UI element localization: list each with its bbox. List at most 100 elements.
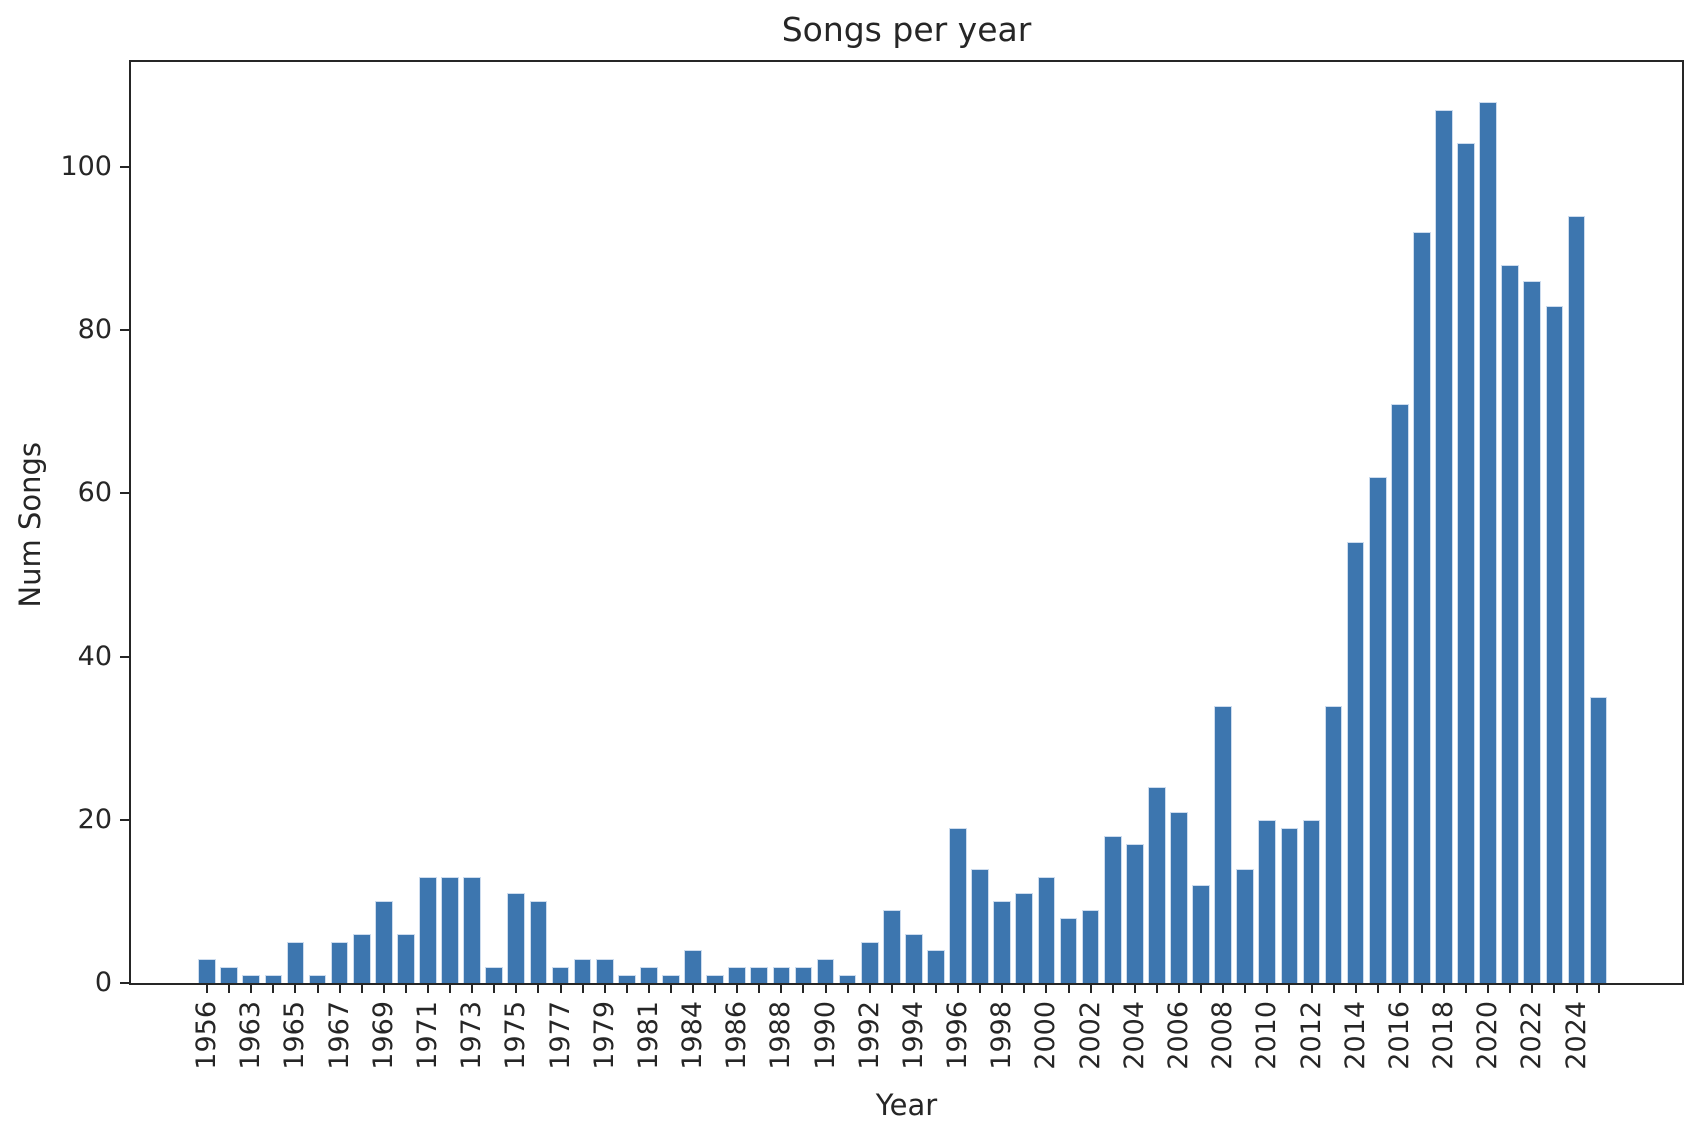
x-tick (427, 984, 429, 993)
x-tick (824, 984, 827, 993)
x-tick (1023, 984, 1026, 993)
bar (1258, 819, 1277, 983)
x-tick (758, 984, 761, 993)
bar (1479, 101, 1497, 983)
bar (441, 876, 459, 983)
x-tick (1443, 984, 1445, 993)
x-axis-label: Year (875, 1088, 938, 1122)
bar (1545, 305, 1564, 983)
y-tick (120, 655, 129, 658)
bar (794, 966, 813, 983)
bar (1435, 109, 1453, 983)
bar (595, 958, 614, 983)
x-tick-label: 1990 (809, 1001, 841, 1070)
bar (485, 966, 504, 983)
bar (860, 942, 879, 983)
bar (905, 934, 923, 983)
x-tick (979, 984, 982, 993)
bar (1523, 281, 1542, 983)
bar (1192, 885, 1210, 983)
x-tick (1332, 984, 1335, 993)
x-tick (1531, 984, 1534, 993)
bar (816, 958, 835, 983)
x-tick (692, 984, 694, 993)
x-tick (338, 984, 341, 993)
bar (1457, 142, 1475, 983)
x-tick-label: 2018 (1428, 1001, 1459, 1070)
x-tick (1133, 984, 1136, 993)
bar (684, 950, 702, 983)
bar (838, 974, 857, 983)
bar (1501, 264, 1520, 983)
x-tick (1089, 984, 1092, 993)
x-tick (1509, 984, 1512, 993)
bar (352, 934, 371, 983)
bar (308, 974, 327, 983)
bar (1103, 836, 1122, 983)
x-tick-label: 1984 (677, 1001, 708, 1070)
x-tick (1244, 984, 1247, 993)
x-tick (669, 984, 672, 993)
x-tick-label: 2000 (1030, 1001, 1062, 1070)
chart-title: Songs per year (781, 10, 1032, 49)
bar (1390, 403, 1409, 983)
bar (1589, 697, 1608, 983)
bar (662, 974, 680, 983)
x-tick-label: 2012 (1295, 1001, 1327, 1070)
x-tick-label: 1986 (721, 1001, 753, 1070)
x-tick (1266, 984, 1269, 993)
bar (220, 966, 239, 983)
x-tick-label: 1967 (323, 1001, 355, 1070)
x-tick-label: 2020 (1472, 1001, 1504, 1070)
x-tick-label: 2002 (1074, 1001, 1106, 1070)
x-tick-label: 1971 (412, 1001, 443, 1070)
bar (551, 966, 570, 983)
x-tick (736, 984, 739, 993)
x-tick (1553, 984, 1556, 993)
y-tick (120, 166, 129, 168)
x-tick (846, 984, 849, 993)
x-tick (625, 984, 628, 993)
x-tick (537, 984, 540, 993)
x-tick (316, 984, 319, 993)
y-tick-label: 40 (77, 640, 112, 672)
x-tick-label: 2008 (1207, 1001, 1239, 1070)
x-tick (1045, 984, 1048, 993)
bar (264, 974, 283, 983)
x-tick-label: 1956 (191, 1001, 223, 1070)
x-tick (1177, 984, 1180, 993)
y-tick-label: 20 (77, 803, 112, 835)
x-tick (515, 984, 518, 993)
x-tick-label: 1975 (500, 1001, 532, 1070)
bar (330, 942, 349, 983)
bar (949, 828, 967, 983)
bar (1170, 811, 1188, 983)
x-tick (1575, 984, 1578, 993)
x-tick (1288, 984, 1291, 993)
y-axis-label: Num Songs (13, 442, 47, 608)
bar (728, 966, 747, 983)
x-tick (1222, 984, 1225, 993)
x-tick (1420, 984, 1423, 993)
bar (772, 966, 791, 983)
x-tick-label: 2022 (1516, 1001, 1548, 1070)
x-tick-label: 1973 (456, 1001, 488, 1070)
x-tick (581, 984, 584, 993)
bar (1346, 542, 1365, 983)
bar (750, 966, 769, 983)
bar (507, 893, 526, 983)
x-tick (559, 984, 562, 993)
x-tick (802, 984, 805, 993)
x-tick-label: 2004 (1118, 1001, 1150, 1070)
x-tick (780, 984, 783, 993)
bar (993, 901, 1012, 983)
x-tick (935, 984, 937, 993)
x-tick (1465, 984, 1468, 993)
x-tick (1155, 984, 1158, 993)
x-tick (272, 984, 275, 993)
x-tick (603, 984, 606, 993)
x-tick (206, 984, 209, 993)
x-tick-label: 1963 (235, 1001, 267, 1070)
x-tick (890, 984, 893, 993)
